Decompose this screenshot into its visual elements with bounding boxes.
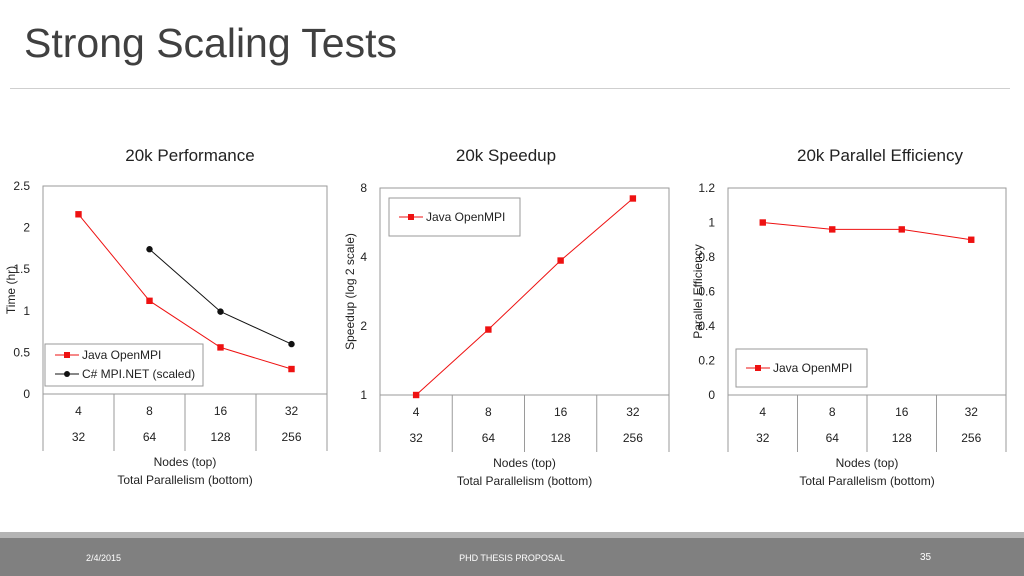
- y-axis-label: Time (hr): [4, 266, 18, 314]
- y-axis-label: Speedup (log 2 scale): [343, 233, 357, 350]
- y-tick-label: 2: [23, 221, 30, 235]
- footer-band: [0, 532, 1024, 538]
- x-tick-label-top: 16: [895, 405, 909, 419]
- y-tick-label: 1.5: [13, 262, 30, 276]
- y-tick-label: 0.6: [698, 285, 715, 299]
- x-tick-label-bottom: 64: [482, 431, 496, 445]
- data-point: [217, 308, 224, 315]
- data-point: [288, 365, 295, 373]
- legend-label: Java OpenMPI: [426, 210, 505, 224]
- x-tick-label-bottom: 256: [281, 430, 301, 444]
- slide-title: Strong Scaling Tests: [24, 20, 398, 66]
- y-tick-label: 0.2: [698, 354, 715, 368]
- data-point: [288, 340, 295, 348]
- data-point: [485, 326, 492, 333]
- x-axis-label-secondary: Total Parallelism (bottom): [799, 474, 934, 488]
- data-point: [759, 219, 766, 226]
- x-axis-label: Nodes (top): [154, 455, 217, 469]
- x-axis-label-secondary: Total Parallelism (bottom): [117, 473, 252, 487]
- x-axis-label: Nodes (top): [493, 456, 556, 470]
- x-tick-label-bottom: 32: [756, 431, 770, 445]
- data-point: [217, 344, 224, 351]
- footer-date: 2/4/2015: [86, 553, 122, 563]
- data-point: [75, 211, 82, 218]
- data-point: [557, 257, 564, 264]
- x-tick-label-bottom: 256: [961, 431, 981, 445]
- x-tick-label-bottom: 256: [623, 431, 643, 445]
- x-tick-label-top: 32: [626, 405, 640, 419]
- legend-marker: [755, 365, 761, 371]
- x-tick-label-top: 8: [146, 404, 153, 418]
- legend-label: Java OpenMPI: [82, 348, 161, 362]
- y-tick-label: 1: [708, 216, 715, 230]
- footer: 2/4/2015 PHD THESIS PROPOSAL 35: [0, 538, 1024, 576]
- x-tick-label-bottom: 32: [409, 431, 423, 445]
- x-axis-label-secondary: Total Parallelism (bottom): [457, 474, 592, 488]
- data-point: [146, 246, 153, 253]
- x-tick-label-top: 4: [413, 405, 420, 419]
- data-point: [829, 226, 836, 233]
- title-divider: [10, 88, 1010, 89]
- chart-title: 20k Parallel Efficiency: [797, 146, 963, 165]
- chart-title: 20k Performance: [125, 146, 254, 165]
- y-tick-label: 1: [23, 304, 30, 318]
- data-point: [898, 226, 905, 233]
- x-tick-label-top: 8: [485, 405, 492, 419]
- data-point: [412, 391, 420, 399]
- data-point: [629, 195, 637, 202]
- x-tick-label-top: 16: [214, 404, 228, 418]
- legend-box: [44, 343, 204, 387]
- y-tick-label: 0.4: [698, 319, 715, 333]
- legend-label: Java OpenMPI: [773, 361, 852, 375]
- footer-page-number: 35: [920, 552, 932, 563]
- x-tick-label-bottom: 64: [826, 431, 840, 445]
- series-line: [762, 222, 972, 241]
- x-axis-label: Nodes (top): [836, 456, 899, 470]
- x-tick-label-top: 4: [759, 405, 766, 419]
- y-axis-label: Parallel Efficiency: [691, 244, 705, 339]
- y-tick-label: 1.2: [698, 181, 715, 195]
- legend-marker: [64, 371, 70, 377]
- y-tick-label: 1: [360, 388, 367, 402]
- footer-title: PHD THESIS PROPOSAL: [459, 553, 565, 563]
- y-tick-label: 4: [360, 250, 367, 264]
- data-point: [146, 297, 153, 305]
- series-line: [78, 213, 292, 370]
- x-tick-label-top: 4: [75, 404, 82, 418]
- y-tick-label: 2.5: [13, 179, 30, 193]
- x-tick-label-top: 32: [965, 405, 979, 419]
- legend-marker: [408, 214, 414, 220]
- x-tick-label-top: 8: [829, 405, 836, 419]
- series-line: [149, 248, 292, 345]
- x-tick-label-bottom: 128: [551, 431, 571, 445]
- y-tick-label: 0.8: [698, 250, 715, 264]
- x-tick-label-top: 32: [285, 404, 299, 418]
- y-tick-label: 0.5: [13, 345, 30, 359]
- x-tick-label-bottom: 128: [210, 430, 230, 444]
- y-tick-label: 8: [360, 181, 367, 195]
- series-line: [415, 198, 634, 396]
- y-tick-label: 0: [23, 387, 30, 401]
- y-tick-label: 2: [360, 319, 367, 333]
- x-tick-label-bottom: 64: [143, 430, 157, 444]
- data-point: [968, 236, 975, 243]
- x-tick-label-bottom: 128: [892, 431, 912, 445]
- chart-title: 20k Speedup: [456, 146, 556, 165]
- x-tick-label-top: 16: [554, 405, 568, 419]
- legend-label: C# MPI.NET (scaled): [82, 367, 195, 381]
- legend-marker: [64, 352, 70, 358]
- x-tick-label-bottom: 32: [72, 430, 86, 444]
- y-tick-label: 0: [708, 388, 715, 402]
